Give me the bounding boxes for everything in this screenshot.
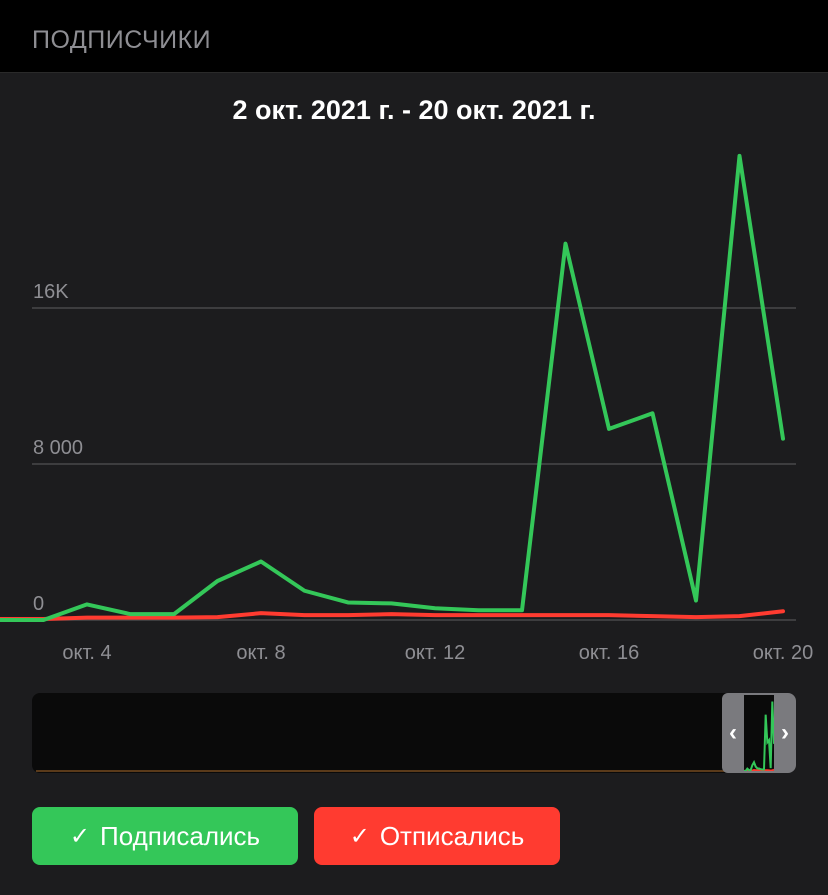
y-tick-label: 16K [33,281,69,303]
navigator-right-handle[interactable]: › [774,693,796,773]
navigator-mini-chart [36,701,775,772]
section-title: ПОДПИСЧИКИ [32,26,212,54]
x-tick-label: окт. 20 [753,642,813,664]
x-tick-label: окт. 12 [405,642,465,664]
x-tick-label: окт. 8 [236,642,285,664]
series-line [0,153,785,622]
checkmark-icon: ✓ [69,822,91,850]
range-navigator[interactable]: ‹ › [32,693,796,773]
chevron-right-icon: › [781,719,789,746]
y-tick-label: 0 [33,593,44,615]
navigator-series-line [744,701,775,772]
date-range-title: 2 окт. 2021 г. - 20 окт. 2021 г. [232,95,596,125]
navigator-left-handle[interactable]: ‹ [722,693,744,773]
navigator-selection-window[interactable] [744,693,774,773]
unsubscribed-toggle-button[interactable]: ✓ Отписались [314,807,560,865]
y-tick-label: 8 000 [33,437,83,459]
chart-panel: 2 окт. 2021 г. - 20 окт. 2021 г. 0 8 000 1… [0,73,828,895]
unsubscribed-label: Отписались [379,820,525,851]
subscribed-label: Подписались [100,820,261,851]
subscribed-toggle-button[interactable]: ✓ Подписались [32,807,298,865]
section-header: ПОДПИСЧИКИ [0,0,828,73]
x-tick-label: окт. 16 [579,642,639,664]
x-tick-label: окт. 4 [62,642,111,664]
subscribers-line-chart[interactable]: 0 8 000 16K окт. 4 окт. 8 окт. 12 окт. 16 окт. … [0,73,828,673]
chevron-left-icon: ‹ [729,719,737,746]
checkmark-icon: ✓ [349,822,370,850]
